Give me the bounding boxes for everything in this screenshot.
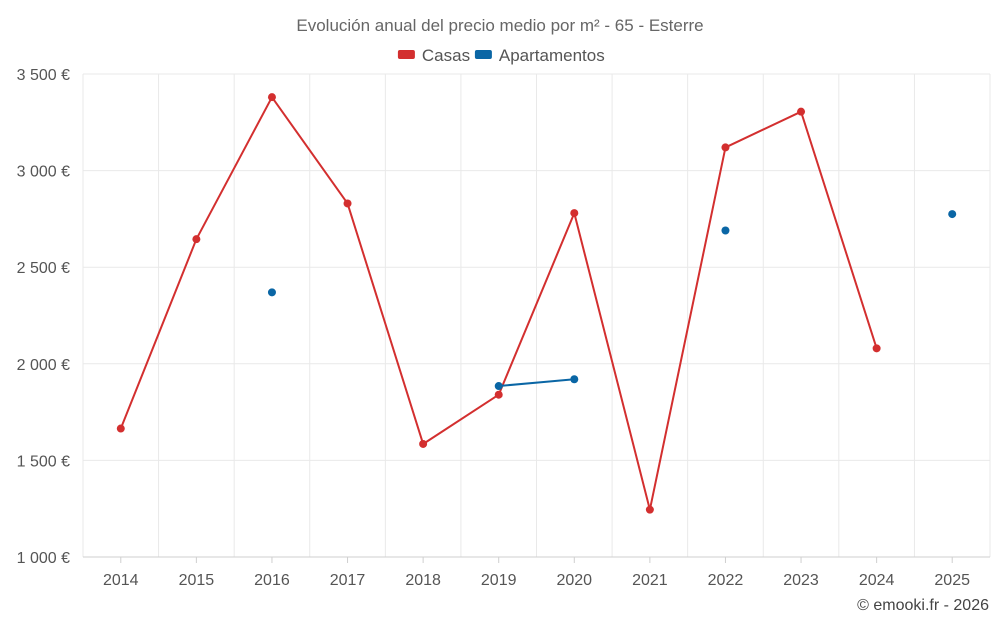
x-tick-label: 2018 bbox=[405, 572, 441, 589]
data-point[interactable] bbox=[645, 505, 654, 514]
data-point[interactable] bbox=[570, 209, 579, 218]
y-tick-label: 3 500 € bbox=[17, 67, 70, 84]
x-tick-label: 2025 bbox=[934, 572, 970, 589]
data-point[interactable] bbox=[721, 226, 730, 235]
legend: Casas Apartamentos bbox=[397, 46, 605, 65]
series-line-segment bbox=[346, 202, 425, 445]
series-line-segment bbox=[497, 378, 576, 388]
data-point[interactable] bbox=[267, 93, 276, 102]
chart-title: Evolución anual del precio medio por m² … bbox=[296, 16, 703, 35]
y-tick-label: 3 000 € bbox=[17, 164, 70, 181]
x-tick-label: 2024 bbox=[859, 572, 895, 589]
data-point[interactable] bbox=[797, 107, 806, 116]
x-tick-label: 2017 bbox=[330, 572, 366, 589]
x-tick-label: 2014 bbox=[103, 572, 139, 589]
legend-swatch bbox=[474, 50, 492, 59]
series-line-segment bbox=[422, 393, 500, 445]
data-point[interactable] bbox=[872, 344, 881, 353]
data-point[interactable] bbox=[419, 439, 428, 448]
series-line-segment bbox=[724, 110, 803, 149]
y-tick-label: 1 500 € bbox=[17, 453, 70, 470]
data-point[interactable] bbox=[570, 375, 579, 384]
x-tick-label: 2019 bbox=[481, 572, 517, 589]
data-point[interactable] bbox=[721, 143, 730, 152]
legend-label: Apartamentos bbox=[499, 46, 605, 65]
series-line-segment bbox=[119, 238, 198, 430]
data-point[interactable] bbox=[343, 199, 352, 208]
x-tick-label: 2016 bbox=[254, 572, 290, 589]
y-tick-label: 1 000 € bbox=[17, 550, 70, 567]
y-tick-label: 2 500 € bbox=[17, 260, 70, 277]
series-line-segment bbox=[573, 212, 651, 511]
legend-label: Casas bbox=[422, 46, 470, 65]
series-apartamentos bbox=[267, 210, 957, 391]
legend-swatch bbox=[397, 50, 415, 59]
series-line-segment bbox=[497, 212, 576, 396]
data-point[interactable] bbox=[948, 210, 957, 219]
series-layer bbox=[116, 93, 957, 514]
x-tick-label: 2023 bbox=[783, 572, 819, 589]
series-line-segment bbox=[800, 110, 878, 350]
x-tick-label: 2021 bbox=[632, 572, 668, 589]
x-tick-label: 2015 bbox=[179, 572, 215, 589]
x-tick-label: 2022 bbox=[708, 572, 744, 589]
data-point[interactable] bbox=[494, 382, 503, 391]
legend-item-apartamentos[interactable]: Apartamentos bbox=[474, 46, 605, 65]
grid bbox=[82, 73, 991, 558]
data-point[interactable] bbox=[116, 424, 125, 433]
series-line-segment bbox=[270, 96, 349, 205]
series-line-segment bbox=[648, 146, 727, 511]
x-tick-label: 2020 bbox=[556, 572, 592, 589]
data-point[interactable] bbox=[494, 390, 503, 399]
series-casas bbox=[116, 93, 881, 514]
axes: 1 000 € 1 500 € 2 000 € 2 500 € 3 000 € 3 500… bbox=[17, 67, 990, 589]
y-tick-label: 2 000 € bbox=[17, 357, 70, 374]
series-line-segment bbox=[195, 96, 273, 241]
legend-item-casas[interactable]: Casas bbox=[397, 46, 470, 65]
credit-text: © emooki.fr - 2026 bbox=[857, 597, 989, 614]
data-point[interactable] bbox=[192, 235, 201, 244]
data-point[interactable] bbox=[267, 288, 276, 297]
